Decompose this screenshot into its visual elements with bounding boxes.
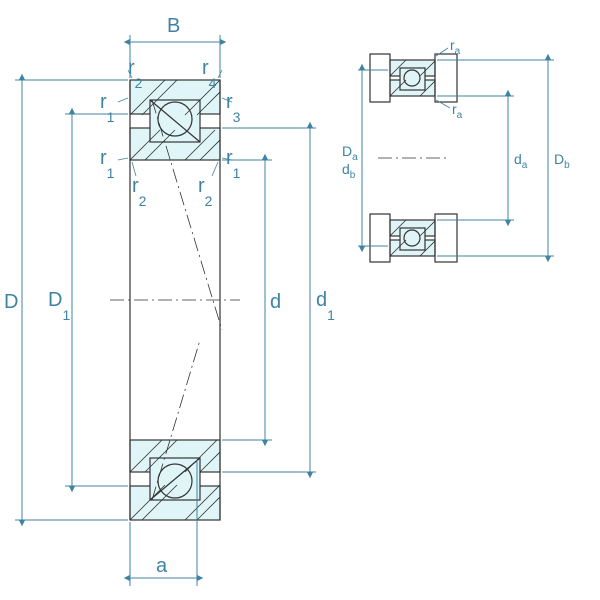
svg-text:r2: r2 [132, 175, 147, 209]
svg-text:D1: D1 [48, 289, 70, 323]
bearing-diagram: B D D1 d d1 a r2 r4 [0, 0, 600, 600]
svg-text:d: d [270, 291, 281, 313]
svg-text:a: a [156, 555, 168, 577]
main-top-half [130, 80, 232, 160]
svg-text:d1: d1 [316, 289, 335, 323]
svg-text:D: D [4, 291, 18, 313]
aux-section: ra ra Da db da Db [342, 37, 570, 262]
svg-text:ra: ra [452, 101, 463, 121]
svg-text:r1: r1 [100, 147, 115, 181]
svg-text:db: db [342, 161, 356, 181]
svg-text:r3: r3 [226, 91, 241, 125]
svg-text:da: da [514, 151, 528, 171]
svg-text:r2: r2 [198, 175, 213, 209]
svg-text:r1: r1 [100, 91, 115, 125]
svg-text:Da: Da [342, 143, 358, 163]
main-bottom-half [130, 440, 232, 520]
dim-D: D [4, 80, 128, 520]
svg-text:Db: Db [554, 151, 570, 171]
svg-text:r1: r1 [226, 147, 241, 181]
svg-text:B: B [167, 15, 180, 37]
